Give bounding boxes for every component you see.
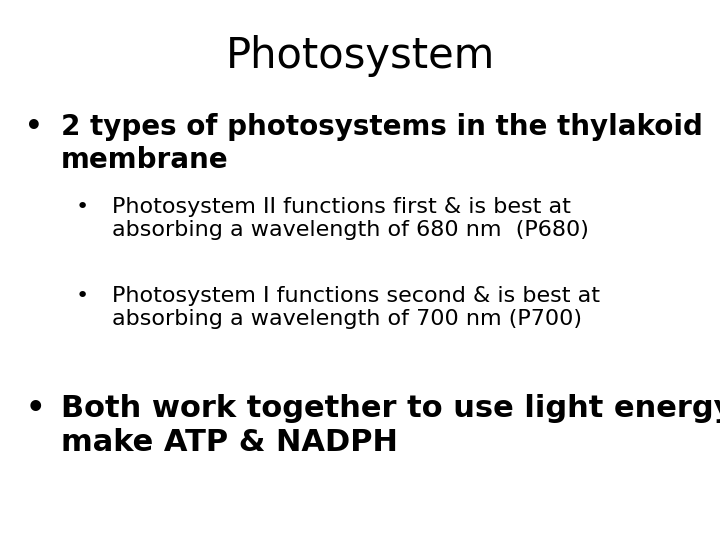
Text: Photosystem: Photosystem bbox=[225, 35, 495, 77]
Text: 2 types of photosystems in the thylakoid
membrane: 2 types of photosystems in the thylakoid… bbox=[61, 113, 703, 174]
Text: Photosystem I functions second & is best at
absorbing a wavelength of 700 nm (P7: Photosystem I functions second & is best… bbox=[112, 286, 600, 329]
Text: •: • bbox=[76, 197, 89, 217]
Text: Both work together to use light energy to
make ATP & NADPH: Both work together to use light energy t… bbox=[61, 394, 720, 457]
Text: •: • bbox=[25, 394, 45, 423]
Text: •: • bbox=[25, 113, 43, 141]
Text: •: • bbox=[76, 286, 89, 306]
Text: Photosystem II functions first & is best at
absorbing a wavelength of 680 nm  (P: Photosystem II functions first & is best… bbox=[112, 197, 588, 240]
